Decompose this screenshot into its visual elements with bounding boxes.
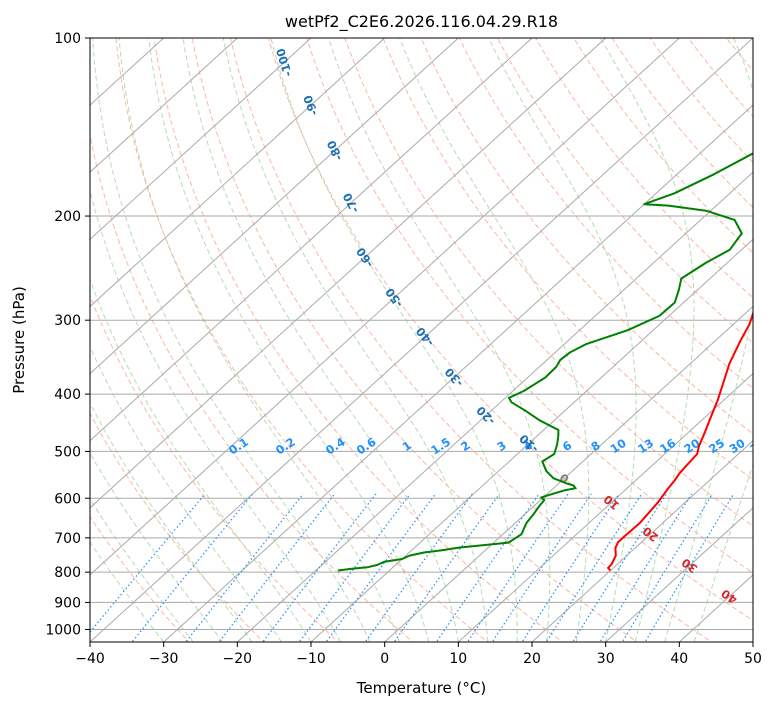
x-tick-label: −20: [223, 651, 253, 667]
isotherm-line: [531, 439, 753, 642]
pressure-gridlines: [90, 38, 753, 630]
x-tick-label: −40: [75, 651, 105, 667]
dry-adiabat-line: [191, 38, 638, 642]
sounding-profiles: [337, 152, 753, 572]
temperature-profile-line: [607, 310, 753, 572]
mixing-ratio-line: [325, 493, 436, 642]
y-tick-label: 500: [54, 444, 81, 460]
mixing-ratio-label: 36: [747, 436, 768, 456]
x-axis-label: Temperature (°C): [356, 679, 486, 697]
moist-adiabat-line: [664, 38, 753, 642]
dry-adiabat-line: [420, 38, 753, 435]
mixing-ratio-line: [466, 493, 569, 642]
moist-adiabat-line: [90, 188, 341, 642]
x-tick-label: 40: [670, 651, 688, 667]
y-tick-label: 900: [54, 595, 81, 611]
isotherm-line: [605, 507, 753, 642]
moist-adiabat-line: [600, 38, 695, 642]
isotherm-line: [310, 238, 753, 642]
isotherm-line: [90, 38, 312, 241]
x-axis-ticks: −40 −30 −20 −10 0 10 20 30 40 50: [75, 642, 762, 667]
dry-adiabat-line: [382, 38, 753, 481]
x-tick-label: −10: [296, 651, 326, 667]
moist-adiabat-line: [148, 38, 430, 642]
isotherm-line: [384, 305, 753, 642]
moist-adiabat-line: [270, 38, 518, 642]
isotherm-line: [90, 38, 533, 442]
dry-adiabat-line: [458, 38, 753, 389]
moist-adiabat-line: [488, 38, 637, 642]
dry-adiabat-line: [306, 38, 753, 574]
mixing-ratio-line: [185, 493, 304, 642]
chart-title: wetPf2_C2E6.2026.116.04.29.R18: [285, 12, 558, 32]
y-tick-label: 300: [54, 313, 81, 329]
dry-adiabat-line: [496, 38, 753, 344]
x-tick-label: 20: [523, 651, 541, 667]
y-tick-label: 1000: [45, 623, 81, 639]
dewpoint-profile-line: [337, 152, 753, 572]
isotherm-line: [90, 38, 607, 509]
mixing-ratio-lines: [90, 493, 735, 642]
dry-adiabat-line: [90, 294, 339, 642]
dry-adiabat-line: [344, 38, 753, 527]
y-tick-label: 600: [54, 491, 81, 507]
isotherm-line: [90, 38, 753, 642]
isotherm-line: [90, 38, 680, 576]
dry-adiabat-line: [90, 132, 414, 642]
mixing-ratio-line: [298, 493, 411, 642]
mixing-ratio-line: [545, 493, 643, 642]
x-tick-label: 10: [449, 651, 467, 667]
y-tick-label: 800: [54, 565, 81, 581]
x-tick-label: 50: [744, 651, 762, 667]
mixing-ratio-line: [364, 493, 473, 642]
isotherms: [90, 38, 753, 642]
mixing-ratio-line: [218, 493, 336, 642]
isotherm-line: [163, 104, 753, 642]
dry-adiabat-label: -90: [300, 93, 321, 117]
isotherm-line: [90, 38, 238, 173]
isotherm-line: [236, 171, 753, 642]
x-tick-label: 0: [380, 651, 389, 667]
y-tick-label: 700: [54, 531, 81, 547]
y-tick-label: 400: [54, 387, 81, 403]
y-tick-label: 100: [54, 31, 81, 47]
isotherm-line: [457, 372, 753, 642]
mixing-ratio-line: [521, 493, 620, 642]
plot-area: 0.10.20.40.611.52346810131620253036-100-…: [90, 38, 768, 642]
plot-frame: [89, 37, 754, 643]
moist-adiabat-line: [693, 463, 753, 642]
mixing-ratio-line: [262, 493, 377, 642]
x-tick-label: 30: [597, 651, 615, 667]
y-axis-ticks: 100 200 300 400 500 600 700 800 900 1000: [45, 31, 90, 639]
moist-adiabat-line: [182, 38, 459, 642]
moist-adiabat-line: [399, 38, 590, 642]
mixing-ratio-line: [393, 493, 500, 642]
isotherm-line: [90, 38, 459, 375]
moist-adiabat-line: [90, 452, 223, 642]
moist-adiabat-line: [90, 402, 253, 642]
y-tick-label: 200: [54, 209, 81, 225]
moist-adiabat-line: [118, 38, 400, 642]
mixing-ratio-line: [491, 493, 592, 642]
mixing-ratio-line: [131, 493, 254, 642]
y-axis-label: Pressure (hPa): [10, 286, 28, 394]
x-tick-label: −30: [149, 651, 179, 667]
dry-adiabat-line: [535, 38, 753, 299]
isotherm-line: [90, 38, 386, 308]
